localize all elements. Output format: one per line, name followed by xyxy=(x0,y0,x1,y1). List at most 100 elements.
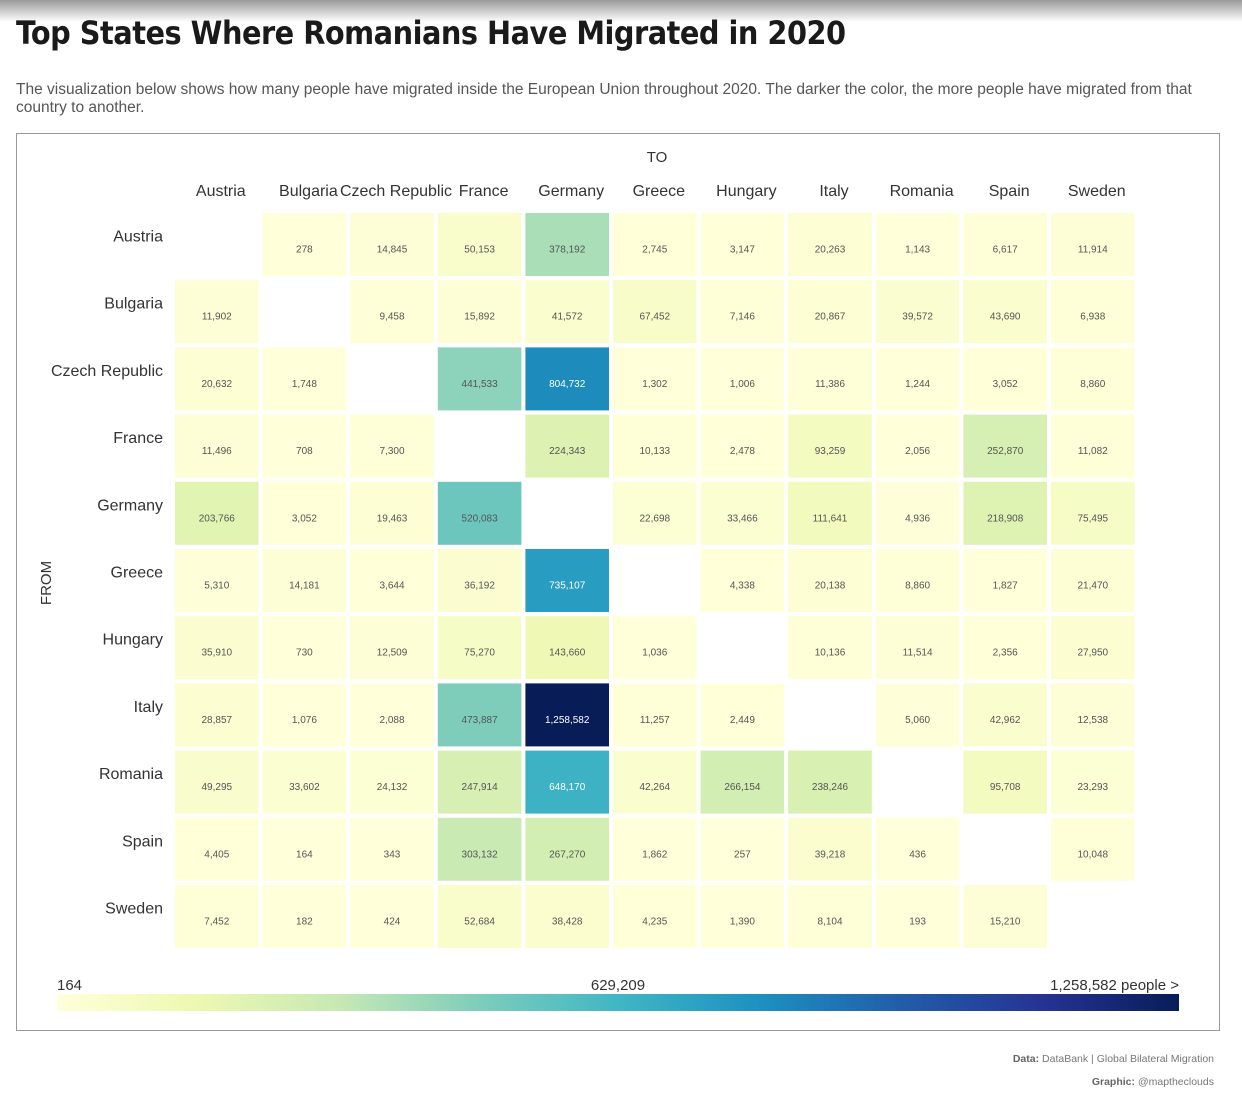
heatmap-cell xyxy=(262,347,347,411)
cell-value-label: 42,962 xyxy=(990,715,1021,726)
heatmap-cell xyxy=(1051,213,1135,276)
heatmap-cell xyxy=(262,885,347,948)
cell-value-label: 36,192 xyxy=(464,581,495,592)
heatmap-cell xyxy=(350,481,434,545)
cell-value-label: 7,300 xyxy=(379,446,404,457)
cell-value-label: 12,538 xyxy=(1078,715,1109,726)
chart-title: Top States Where Romanians Have Migrated… xyxy=(16,14,846,52)
graphic-credit-label: Graphic: xyxy=(1091,1076,1136,1088)
cell-value-label: 735,107 xyxy=(549,581,586,592)
cell-value-label: 1,244 xyxy=(905,379,930,390)
heatmap-cell xyxy=(262,750,347,814)
heatmap-cell xyxy=(875,280,960,344)
row-label: France xyxy=(113,430,163,447)
heatmap-cell xyxy=(963,347,1047,411)
column-label: Italy xyxy=(819,183,848,200)
heatmap-chart: Austria Bulgaria Czech Republic France Germa… xyxy=(38,149,1179,1011)
heatmap-cell xyxy=(613,347,697,411)
heatmap-cell xyxy=(525,750,609,814)
heatmap-cell xyxy=(963,213,1047,276)
cell-value-label: 473,887 xyxy=(462,715,499,726)
cell-value-label: 2,056 xyxy=(905,446,930,457)
heatmap-cell xyxy=(175,481,259,545)
heatmap-cell xyxy=(875,481,960,545)
cell-value-label: 252,870 xyxy=(987,446,1024,457)
heatmap-cell xyxy=(613,750,697,814)
cell-value-label: 11,496 xyxy=(202,446,232,457)
heatmap-cell xyxy=(788,280,872,344)
heatmap-cell xyxy=(875,347,960,411)
heatmap-cell xyxy=(262,683,347,747)
heatmap-cell xyxy=(525,683,609,747)
heatmap-cell xyxy=(175,817,259,881)
cell-value-label: 1,390 xyxy=(730,917,755,928)
cell-value-label: 203,766 xyxy=(199,513,236,524)
heatmap-cell xyxy=(700,213,785,276)
column-label: Sweden xyxy=(1068,183,1126,200)
cell-value-label: 1,006 xyxy=(730,379,755,390)
cell-value-label: 182 xyxy=(296,917,313,928)
cell-value-label: 8,104 xyxy=(817,917,842,928)
heatmap-cell xyxy=(175,414,259,478)
heatmap-cell xyxy=(350,213,434,276)
cell-value-label: 5,060 xyxy=(905,715,930,726)
heatmap-cell xyxy=(525,213,609,276)
heatmap-cell xyxy=(700,817,785,881)
heatmap-cell xyxy=(525,414,609,478)
heatmap-cell xyxy=(700,481,785,545)
cell-value-label: 2,478 xyxy=(730,446,755,457)
heatmap-cell xyxy=(525,549,609,612)
cell-value-label: 75,495 xyxy=(1078,513,1109,524)
heatmap-cell xyxy=(175,750,259,814)
heatmap-cell xyxy=(437,213,522,276)
cell-value-label: 2,356 xyxy=(993,648,1018,659)
cell-value-label: 278 xyxy=(296,245,313,256)
cell-value-label: 266,154 xyxy=(724,782,761,793)
cell-value-label: 424 xyxy=(384,917,401,928)
cell-value-label: 9,458 xyxy=(379,312,404,323)
cell-value-label: 1,827 xyxy=(993,581,1018,592)
heatmap-cell xyxy=(350,549,434,612)
x-axis-title: TO xyxy=(647,149,668,166)
chart-container: Austria Bulgaria Czech Republic France Germa… xyxy=(16,133,1220,1031)
cell-value-label: 67,452 xyxy=(640,312,671,323)
heatmap-cell xyxy=(1051,414,1135,478)
heatmap-cell xyxy=(613,213,697,276)
row-label: Greece xyxy=(111,565,164,582)
heatmap-cell xyxy=(262,549,347,612)
heatmap-cell xyxy=(350,817,434,881)
cell-value-label: 2,449 xyxy=(730,715,755,726)
heatmap-cell xyxy=(788,885,872,948)
cell-value-label: 1,862 xyxy=(642,849,667,860)
row-labels: Austria Bulgaria Czech Republic France Germa… xyxy=(51,229,163,918)
heatmap-cell xyxy=(875,616,960,680)
heatmap-cell xyxy=(437,347,522,411)
heatmap-cell xyxy=(875,683,960,747)
column-labels: Austria Bulgaria Czech Republic France Germa… xyxy=(196,183,1126,200)
heatmap-cell xyxy=(963,549,1047,612)
heatmap-cell xyxy=(350,414,434,478)
cell-value-label: 1,302 xyxy=(642,379,667,390)
heatmap-cell xyxy=(437,280,522,344)
data-credit: Data: DataBank | Global Bilateral Migrat… xyxy=(614,1053,1214,1065)
cell-value-label: 7,452 xyxy=(204,917,229,928)
cell-value-label: 27,950 xyxy=(1078,648,1109,659)
cell-value-label: 10,048 xyxy=(1078,849,1109,860)
heatmap-cell xyxy=(700,414,785,478)
cell-value-label: 14,181 xyxy=(289,581,320,592)
heatmap-cell xyxy=(437,616,522,680)
cell-value-label: 28,857 xyxy=(202,715,233,726)
chart-subtitle: The visualization below shows how many p… xyxy=(16,81,1192,116)
column-label: Romania xyxy=(890,183,954,200)
legend-max-label: 1,258,582 people > xyxy=(1050,977,1179,994)
heatmap-cell xyxy=(613,817,697,881)
heatmap-cell xyxy=(963,750,1047,814)
cell-value-label: 804,732 xyxy=(549,379,586,390)
cell-value-label: 35,910 xyxy=(202,648,233,659)
data-credit-source: DataBank | Global Bilateral Migration xyxy=(1042,1053,1214,1065)
column-label: Czech Republic xyxy=(340,183,452,200)
heatmap-cell xyxy=(875,549,960,612)
cell-value-label: 143,660 xyxy=(549,648,586,659)
row-label: Spain xyxy=(122,833,163,850)
cell-value-label: 33,466 xyxy=(727,513,758,524)
